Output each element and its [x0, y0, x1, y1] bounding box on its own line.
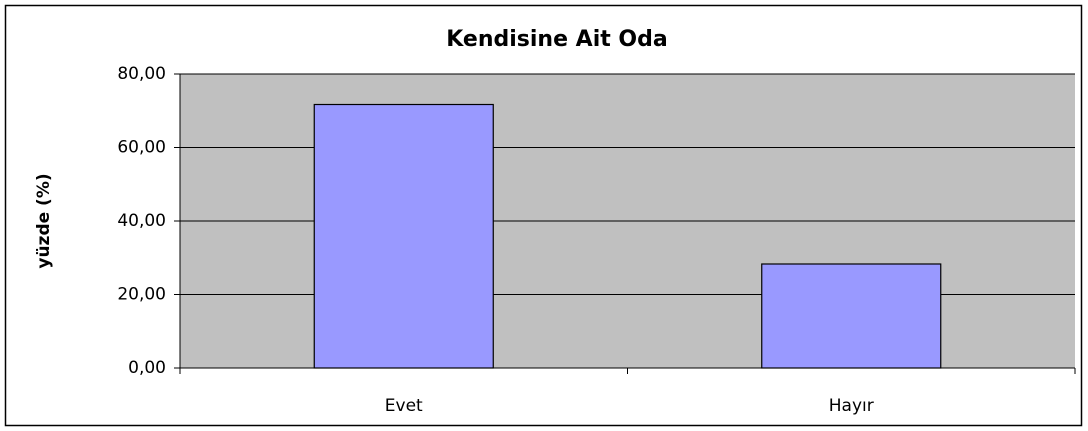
y-axis-label: yüzde (%)	[34, 173, 54, 268]
y-tick-label: 0,00	[128, 358, 166, 378]
x-tick-label: Evet	[385, 396, 423, 416]
y-tick-label: 20,00	[117, 285, 166, 305]
y-tick-label: 40,00	[117, 211, 166, 231]
chart-title: Kendisine Ait Oda	[446, 27, 667, 52]
y-tick-label: 80,00	[117, 64, 166, 84]
x-tick-label: Hayır	[829, 396, 874, 416]
bar	[313, 103, 494, 369]
y-tick-label: 60,00	[117, 138, 166, 158]
bar	[761, 263, 942, 369]
